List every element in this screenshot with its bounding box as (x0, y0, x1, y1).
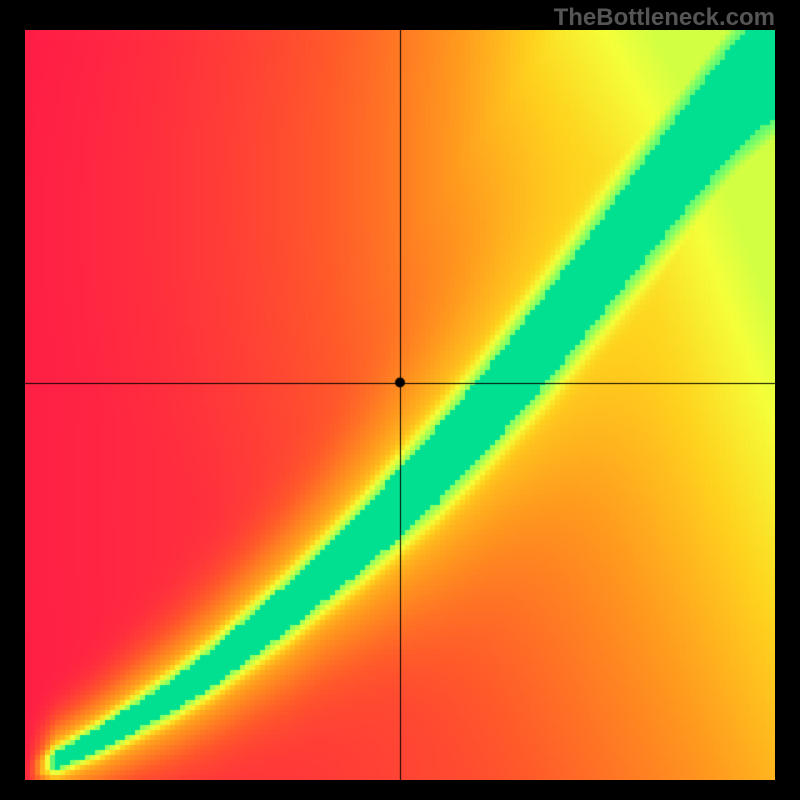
crosshair-overlay (25, 30, 775, 780)
chart-container: TheBottleneck.com (0, 0, 800, 800)
watermark-text: TheBottleneck.com (554, 4, 775, 32)
